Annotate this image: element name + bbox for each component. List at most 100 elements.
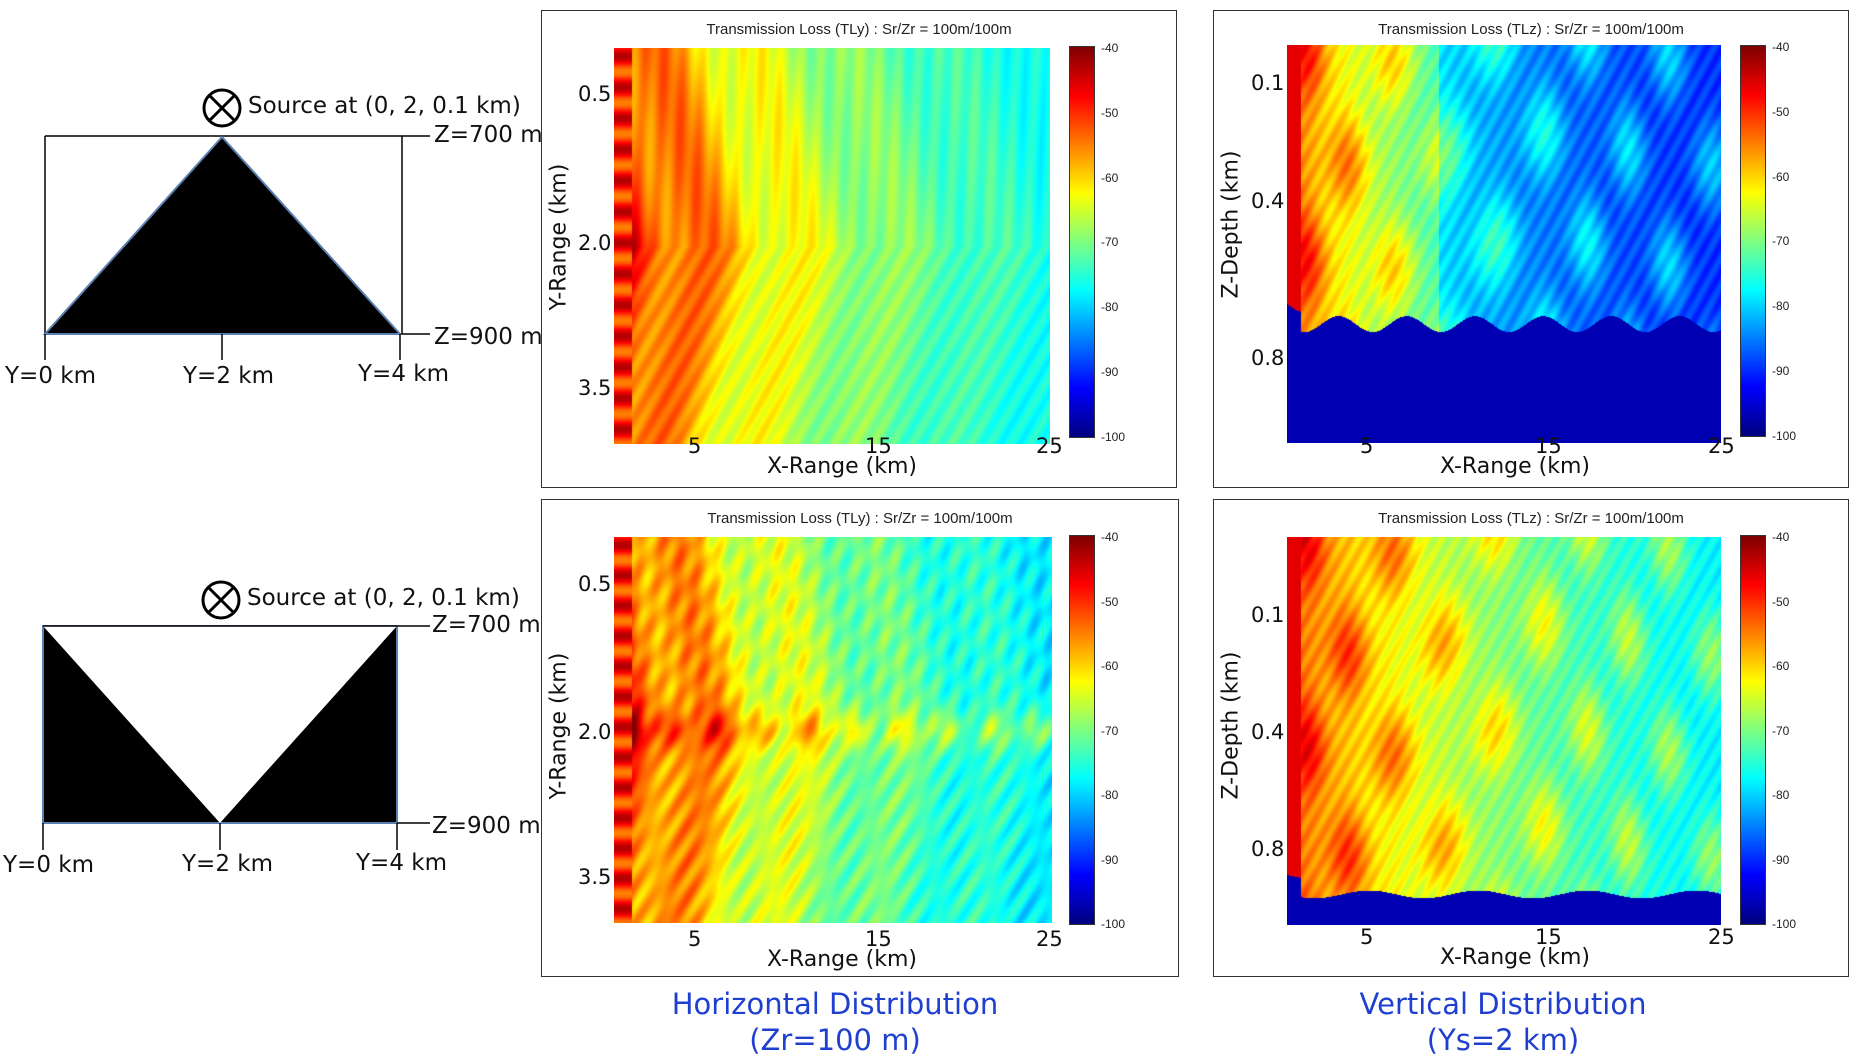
x-tick: 15 bbox=[1535, 434, 1562, 458]
y-tick: 2.0 bbox=[578, 231, 612, 255]
colorbar-tick: -90 bbox=[1772, 364, 1790, 378]
y-axis-label: Y-Range (km) bbox=[546, 163, 572, 311]
trench-v-shape bbox=[42, 625, 430, 850]
colorbar-tick: -70 bbox=[1772, 724, 1790, 738]
y-axis-label: Z-Depth (km) bbox=[1218, 651, 1244, 800]
colorbar-tick: -40 bbox=[1101, 41, 1119, 55]
colorbar-tick: -50 bbox=[1101, 106, 1119, 120]
colorbar-tick: -80 bbox=[1101, 300, 1119, 314]
y-tick: 2.0 bbox=[578, 720, 612, 744]
colorbar-tick: -80 bbox=[1772, 299, 1790, 313]
x-axis-label: X-Range (km) bbox=[1440, 945, 1590, 970]
horizontal-distribution-caption: Horizontal Distribution (Zr=100 m) bbox=[600, 986, 1070, 1058]
source-label: Source at (0, 2, 0.1 km) bbox=[247, 585, 520, 611]
y-tick: 0.4 bbox=[1251, 189, 1285, 213]
y-tick: 0.4 bbox=[1251, 720, 1285, 744]
x-tick: 15 bbox=[1535, 925, 1562, 949]
colorbar-tick: -40 bbox=[1101, 530, 1119, 544]
z-bottom-label: Z=900 m bbox=[432, 813, 541, 839]
colorbar-tick: -100 bbox=[1772, 429, 1797, 443]
colorbar-tick: -60 bbox=[1772, 659, 1790, 673]
heatmap-area bbox=[1287, 537, 1721, 925]
x-tick: 5 bbox=[1360, 434, 1374, 458]
x-axis-label: X-Range (km) bbox=[767, 947, 917, 972]
caption-line: (Ys=2 km) bbox=[1426, 1023, 1580, 1057]
panel-title: Transmission Loss (TLy) : Sr/Zr = 100m/1… bbox=[706, 21, 1012, 38]
colorbar-tick: -80 bbox=[1101, 788, 1119, 802]
y-tick: 0.8 bbox=[1251, 837, 1285, 861]
colorbar-tick: -40 bbox=[1772, 40, 1790, 54]
colorbar-tick: -60 bbox=[1101, 659, 1119, 673]
z-top-label: Z=700 m bbox=[432, 612, 541, 638]
x-tick: 5 bbox=[688, 434, 702, 458]
vertical-distribution-caption: Vertical Distribution (Ys=2 km) bbox=[1268, 986, 1738, 1058]
y4-label: Y=4 km bbox=[356, 850, 447, 876]
colorbar-tick: -60 bbox=[1101, 171, 1119, 185]
caption-line: Vertical Distribution bbox=[1359, 987, 1647, 1021]
panel-title: Transmission Loss (TLy) : Sr/Zr = 100m/1… bbox=[707, 510, 1013, 527]
colorbar bbox=[1740, 45, 1766, 437]
x-tick: 5 bbox=[688, 927, 702, 951]
y-tick: 0.1 bbox=[1251, 71, 1285, 95]
y0-label: Y=0 km bbox=[3, 852, 94, 878]
tl-vertical-panel-bottom: Transmission Loss (TLz) : Sr/Zr = 100m/1… bbox=[1213, 499, 1849, 977]
x-axis-label: X-Range (km) bbox=[767, 454, 917, 479]
colorbar bbox=[1069, 46, 1095, 438]
colorbar bbox=[1069, 535, 1095, 925]
y4-label: Y=4 km bbox=[358, 361, 449, 387]
x-tick: 25 bbox=[1708, 434, 1735, 458]
z-top-label: Z=700 m bbox=[434, 122, 543, 148]
z-bottom-label: Z=900 m bbox=[434, 324, 543, 350]
colorbar-tick: -70 bbox=[1101, 235, 1119, 249]
y2-label: Y=2 km bbox=[182, 851, 273, 877]
y0-label: Y=0 km bbox=[5, 363, 96, 389]
x-tick: 25 bbox=[1708, 925, 1735, 949]
colorbar-tick: -40 bbox=[1772, 530, 1790, 544]
colorbar-tick: -50 bbox=[1101, 595, 1119, 609]
x-tick: 15 bbox=[865, 927, 892, 951]
colorbar-tick: -100 bbox=[1101, 430, 1126, 444]
x-tick: 5 bbox=[1360, 925, 1374, 949]
colorbar-tick: -70 bbox=[1101, 724, 1119, 738]
x-tick: 25 bbox=[1036, 927, 1063, 951]
heatmap-area bbox=[1287, 45, 1721, 443]
y-tick: 3.5 bbox=[578, 376, 612, 400]
colorbar-tick: -50 bbox=[1772, 105, 1790, 119]
source-marker-icon bbox=[201, 580, 241, 620]
source-marker-icon bbox=[202, 88, 242, 128]
panel-title: Transmission Loss (TLz) : Sr/Zr = 100m/1… bbox=[1378, 510, 1684, 527]
heatmap-area bbox=[614, 537, 1052, 923]
colorbar-tick: -50 bbox=[1772, 595, 1790, 609]
colorbar bbox=[1740, 535, 1766, 925]
heatmap-area bbox=[614, 48, 1050, 444]
y2-label: Y=2 km bbox=[183, 363, 274, 389]
colorbar-tick: -80 bbox=[1772, 788, 1790, 802]
caption-line: Horizontal Distribution bbox=[671, 987, 999, 1021]
y-axis-label: Z-Depth (km) bbox=[1218, 150, 1244, 299]
colorbar-tick: -100 bbox=[1772, 917, 1797, 931]
y-axis-label: Y-Range (km) bbox=[546, 652, 572, 800]
source-label: Source at (0, 2, 0.1 km) bbox=[248, 93, 521, 119]
x-tick: 15 bbox=[865, 434, 892, 458]
geometry-diagram-1: Source at (0, 2, 0.1 km) Z=700 m Z=900 m… bbox=[0, 80, 550, 410]
seamount-triangle-shape bbox=[42, 135, 430, 360]
panel-title: Transmission Loss (TLz) : Sr/Zr = 100m/1… bbox=[1378, 21, 1684, 38]
y-tick: 0.8 bbox=[1251, 346, 1285, 370]
colorbar-tick: -90 bbox=[1101, 365, 1119, 379]
colorbar-tick: -100 bbox=[1101, 917, 1126, 931]
caption-line: (Zr=100 m) bbox=[749, 1023, 921, 1057]
colorbar-tick: -90 bbox=[1101, 853, 1119, 867]
tl-horizontal-panel-bottom: Transmission Loss (TLy) : Sr/Zr = 100m/1… bbox=[541, 499, 1179, 977]
y-tick: 0.5 bbox=[578, 82, 612, 106]
tl-horizontal-panel-top: Transmission Loss (TLy) : Sr/Zr = 100m/1… bbox=[541, 10, 1177, 488]
tl-vertical-panel-top: Transmission Loss (TLz) : Sr/Zr = 100m/1… bbox=[1213, 10, 1849, 488]
x-tick: 25 bbox=[1036, 434, 1063, 458]
colorbar-tick: -90 bbox=[1772, 853, 1790, 867]
geometry-diagram-2: Source at (0, 2, 0.1 km) Z=700 m Z=900 m… bbox=[0, 570, 550, 900]
colorbar-tick: -70 bbox=[1772, 234, 1790, 248]
y-tick: 3.5 bbox=[578, 865, 612, 889]
y-tick: 0.5 bbox=[578, 572, 612, 596]
y-tick: 0.1 bbox=[1251, 603, 1285, 627]
x-axis-label: X-Range (km) bbox=[1440, 454, 1590, 479]
colorbar-tick: -60 bbox=[1772, 170, 1790, 184]
